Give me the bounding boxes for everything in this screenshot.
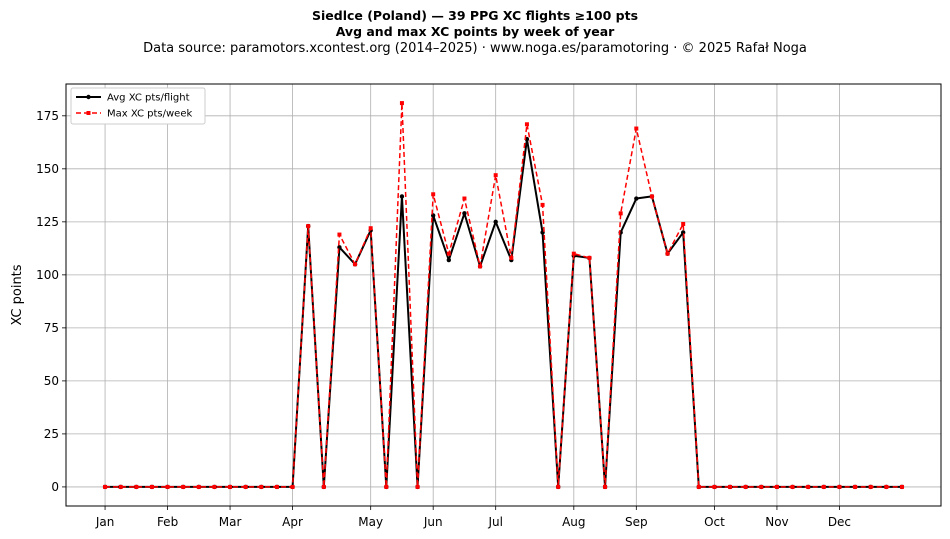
x-tick-label: Oct [704,515,725,529]
x-tick-label: Apr [282,515,303,529]
max-data-point [509,255,514,260]
x-tick-label: Aug [562,515,585,529]
max-data-point [681,221,686,226]
max-data-point [415,484,420,489]
max-data-point [618,211,623,216]
max-data-point [353,262,358,267]
max-data-point [884,484,889,489]
max-data-point [399,101,404,106]
max-data-point [853,484,858,489]
x-tick-label: Nov [765,515,788,529]
y-tick-label: 75 [44,321,59,335]
x-tick-label: Mar [219,515,242,529]
max-data-point [634,126,639,131]
max-data-point [274,484,279,489]
legend-marker-max [86,111,91,115]
max-data-point [759,484,764,489]
max-data-point [806,484,811,489]
legend-marker-avg [86,94,91,100]
max-data-point [431,192,436,197]
max-data-point [571,251,576,256]
y-tick-label: 175 [36,109,59,123]
max-data-point [837,484,842,489]
y-tick-label: 125 [36,215,59,229]
max-data-point [259,484,264,489]
max-data-point [556,484,561,489]
x-tick-label: May [358,515,383,529]
y-tick-label: 25 [44,427,59,441]
max-data-point [196,484,201,489]
max-data-point [149,484,154,489]
avg-data-point [337,245,342,250]
max-data-point [868,484,873,489]
x-tick-label: Sep [625,515,648,529]
plot-frame [65,83,942,507]
legend-label-max: Max XC pts/week [107,109,192,120]
grid-lines [66,84,941,506]
max-data-point [243,484,248,489]
avg-data-point [462,211,467,216]
max-data-point [728,484,733,489]
max-data-point [368,226,373,231]
max-data-point [134,484,139,489]
max-data-point [165,484,170,489]
max-data-point [321,484,326,489]
avg-data-point [493,219,498,225]
chart-titles: Siedlce (Poland) — 39 PPG XC flights ≥10… [0,8,950,58]
max-data-point [524,122,529,127]
max-data-point [446,251,451,256]
max-data-point [821,484,826,489]
max-data-point [212,484,217,489]
max-data-point [337,232,342,237]
chart-subtitle: Avg and max XC points by week of year [335,24,615,39]
x-tick-label: Dec [828,515,851,529]
y-tick-label: 0 [51,480,59,494]
max-data-point [665,251,670,256]
data-source-note: Data source: paramotors.xcontest.org (20… [143,41,807,56]
chart-title: Siedlce (Poland) — 39 PPG XC flights ≥10… [311,8,639,23]
y-tick-label: 100 [36,268,59,282]
max-data-point [493,173,498,178]
max-data-point [712,484,717,489]
max-data-point [228,484,233,489]
x-tick-label: Jul [487,515,502,529]
avg-data-point [399,194,405,199]
max-data-point [790,484,795,489]
axis-ticks: 0 25 50 75 100 125 150 175 Jan Feb Mar Apr May Jun Jul… [36,109,851,529]
max-data-point [743,484,748,489]
series-lines [102,101,905,490]
max-data-point [118,484,123,489]
max-data-point [306,224,311,229]
x-tick-label: Jan [95,515,115,529]
max-data-point [899,484,904,489]
legend: Avg XC pts/flight Max XC pts/week [70,87,206,125]
legend-label-avg: Avg XC pts/flight [107,93,190,104]
y-axis-label: XC points [10,264,25,325]
max-data-point [181,484,186,489]
x-tick-label: Jun [423,515,443,529]
y-tick-label: 150 [36,162,59,176]
max-series-line [105,102,902,488]
max-data-point [540,202,545,207]
avg-data-point [446,257,452,263]
max-data-point [462,196,467,201]
max-data-point [103,484,108,489]
max-data-point [603,484,608,489]
max-data-point [774,484,779,489]
max-data-point [696,484,701,489]
max-data-point [587,255,592,260]
x-tick-label: Feb [157,515,178,529]
max-data-point [649,194,654,199]
max-data-point [384,484,389,489]
legend-box [70,87,206,125]
max-data-point [290,484,295,489]
avg-data-point [634,196,639,201]
max-data-point [478,264,483,269]
avg-series-line [105,138,902,488]
y-tick-label: 50 [44,374,59,388]
